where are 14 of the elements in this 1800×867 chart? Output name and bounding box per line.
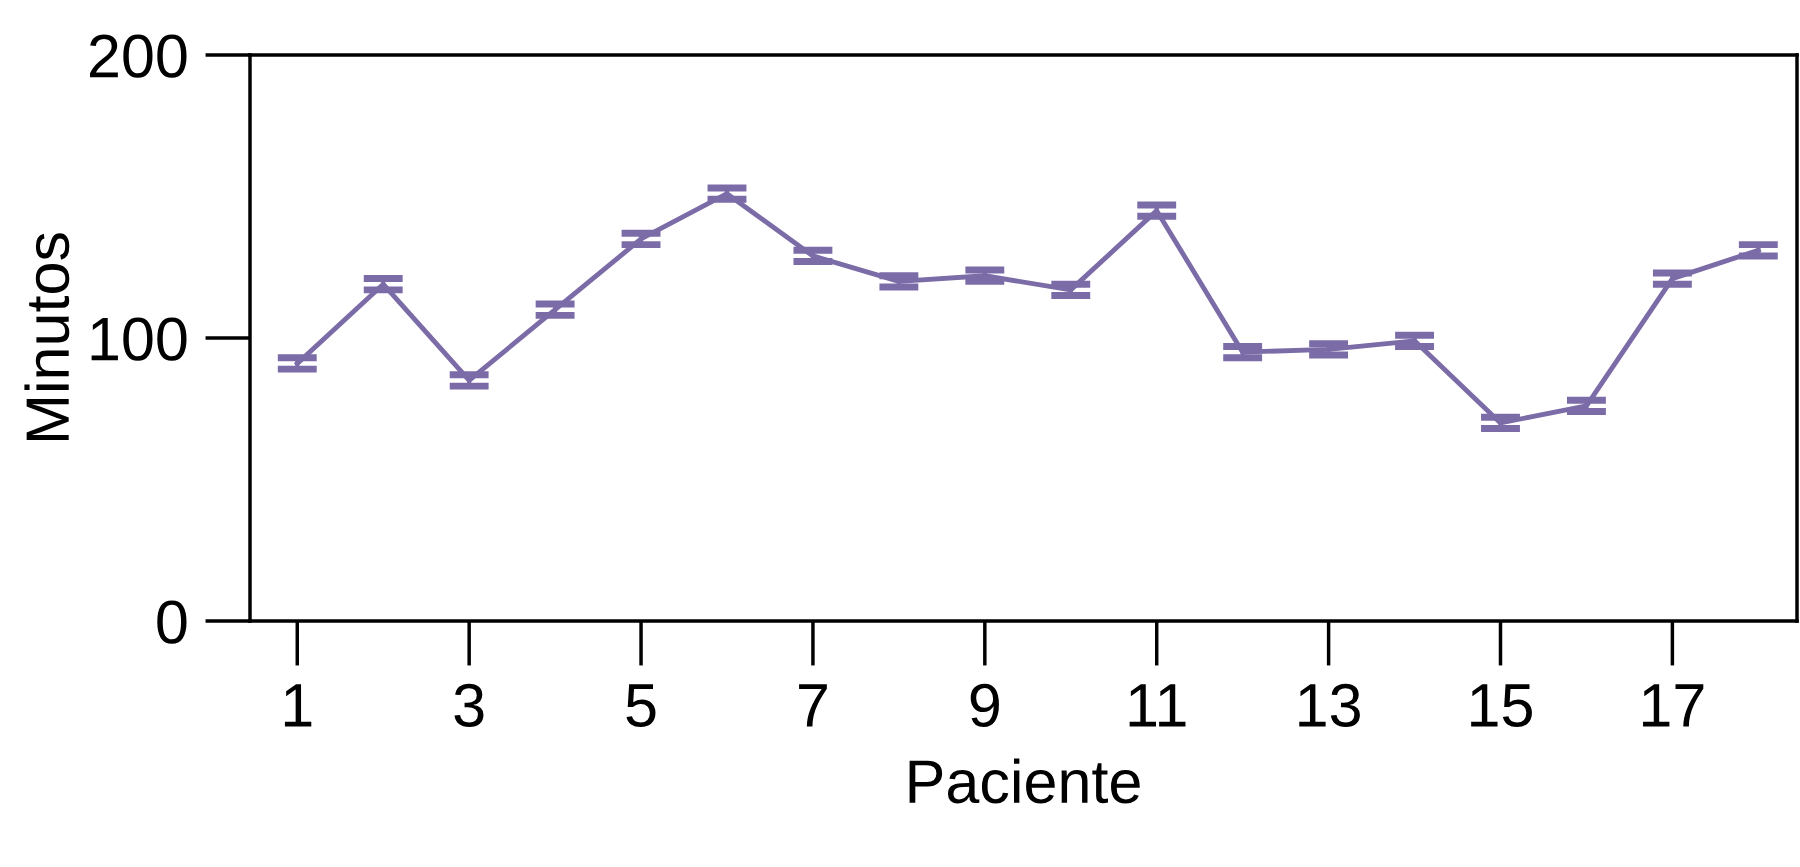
y-tick-label: 100 [91, 317, 187, 361]
y-tick-label: 200 [90, 34, 187, 78]
x-tick-label: 17 [1643, 684, 1704, 727]
x-axis-title: Paciente [909, 758, 1140, 804]
x-tick-label: 15 [1471, 684, 1532, 727]
y-tick-label: 0 [157, 600, 187, 644]
x-tick-label: 9 [970, 683, 999, 727]
x-tick-label: 7 [799, 684, 827, 727]
x-tick-label: 11 [1129, 684, 1186, 727]
x-tick-label: 1 [284, 684, 312, 727]
x-tick-label: 3 [454, 683, 484, 727]
x-tick-label: 5 [626, 684, 656, 727]
x-tick-label: 13 [1299, 683, 1360, 727]
y-axis-title: Minutos [24, 233, 70, 440]
